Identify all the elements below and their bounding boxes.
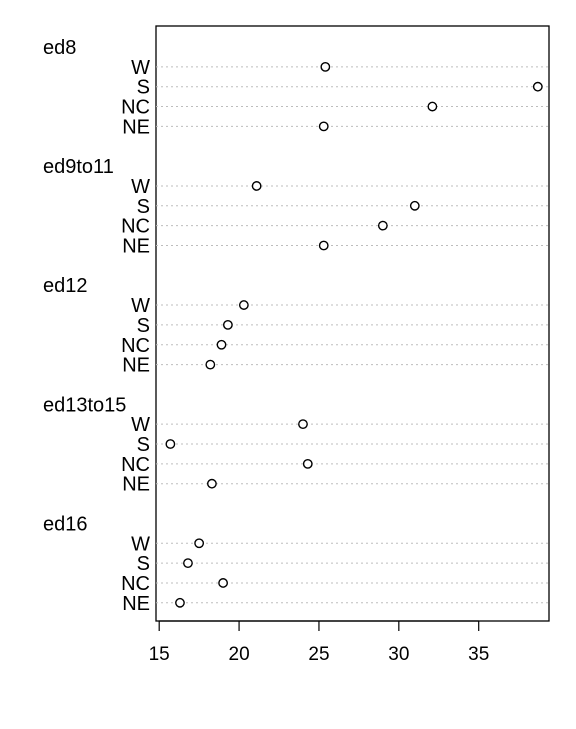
row-label: NC <box>121 216 150 238</box>
row-label: S <box>137 77 150 99</box>
x-tick-label: 35 <box>468 644 489 665</box>
data-point <box>377 220 388 231</box>
data-point <box>251 181 262 191</box>
data-point <box>320 61 331 72</box>
row-label: NE <box>122 355 150 377</box>
row-label: S <box>137 434 150 456</box>
plot-frame <box>155 25 550 622</box>
data-point <box>409 200 420 211</box>
data-point <box>218 578 228 588</box>
row-label: NE <box>122 474 150 496</box>
data-point <box>165 439 176 449</box>
row-label: W <box>131 414 150 436</box>
data-point <box>318 121 329 132</box>
row-label: W <box>131 295 150 317</box>
data-point <box>194 538 205 549</box>
row-label: W <box>131 533 150 555</box>
data-point <box>175 597 185 608</box>
x-tick-label: 25 <box>308 644 329 665</box>
row-label: S <box>137 553 150 575</box>
group-label: ed9to11 <box>43 156 114 178</box>
row-label: NE <box>122 116 150 138</box>
data-point <box>205 359 216 370</box>
x-tick-label: 20 <box>229 644 250 665</box>
row-label: NE <box>122 593 150 615</box>
group-label: ed16 <box>43 513 88 535</box>
data-point <box>238 300 249 310</box>
data-point <box>318 240 329 251</box>
row-label: NC <box>121 335 150 357</box>
x-tick-label: 15 <box>149 644 170 665</box>
x-tick-label: 30 <box>388 644 409 665</box>
data-point <box>298 419 308 430</box>
row-label: S <box>137 196 150 218</box>
row-label: NE <box>122 236 150 258</box>
data-point <box>183 558 193 568</box>
data-point <box>207 478 217 489</box>
row-label: W <box>131 176 150 198</box>
group-label: ed13to15 <box>43 394 126 416</box>
data-point <box>532 81 543 92</box>
row-label: NC <box>121 97 150 119</box>
data-point <box>427 101 438 112</box>
row-label: W <box>131 57 150 79</box>
row-label: NC <box>121 454 150 476</box>
group-label: ed12 <box>43 275 88 297</box>
data-point <box>216 339 227 350</box>
row-label: NC <box>121 573 150 595</box>
data-point <box>222 319 233 330</box>
row-label: S <box>137 315 150 337</box>
group-label: ed8 <box>43 37 76 59</box>
data-point <box>302 458 313 469</box>
